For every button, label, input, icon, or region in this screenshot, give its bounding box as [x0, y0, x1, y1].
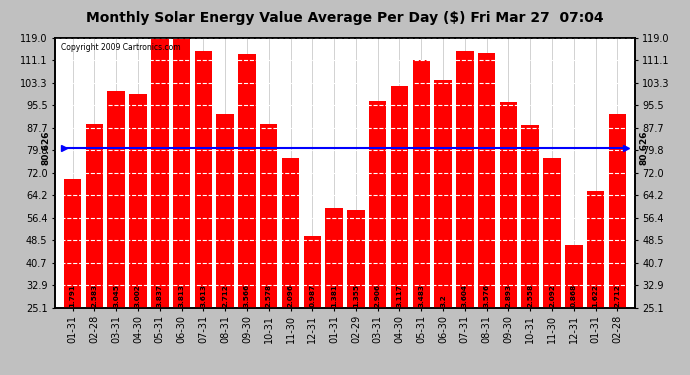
Text: 1.381: 1.381: [331, 284, 337, 307]
Text: 3.604: 3.604: [462, 284, 468, 307]
Text: 2.906: 2.906: [375, 284, 381, 307]
Text: 2.893: 2.893: [505, 284, 511, 307]
Text: 0.868: 0.868: [571, 284, 577, 307]
Bar: [413, 60, 430, 308]
Bar: [238, 54, 256, 307]
Bar: [64, 180, 81, 308]
Text: 1.355: 1.355: [353, 284, 359, 307]
Bar: [217, 114, 234, 308]
Text: Copyright 2009 Cartronics.com: Copyright 2009 Cartronics.com: [61, 43, 181, 52]
Text: 3.002: 3.002: [135, 284, 141, 307]
Text: 3.837: 3.837: [157, 284, 163, 307]
Text: 3.813: 3.813: [179, 284, 185, 307]
Text: 2.583: 2.583: [91, 284, 97, 307]
Bar: [151, 35, 168, 308]
Text: 1.622: 1.622: [593, 284, 599, 307]
Bar: [129, 94, 147, 308]
Bar: [565, 244, 582, 308]
Bar: [260, 124, 277, 308]
Bar: [478, 53, 495, 307]
Bar: [108, 91, 125, 308]
Text: 2.578: 2.578: [266, 284, 272, 307]
Text: 3.2: 3.2: [440, 294, 446, 307]
Text: 3.613: 3.613: [200, 284, 206, 307]
Bar: [326, 209, 343, 308]
Text: 3.576: 3.576: [484, 284, 490, 307]
Bar: [304, 236, 321, 308]
Text: 2.712: 2.712: [614, 284, 620, 307]
Bar: [587, 191, 604, 308]
Bar: [522, 125, 539, 308]
Bar: [195, 51, 212, 308]
Text: 80.626: 80.626: [639, 130, 648, 165]
Text: 3.045: 3.045: [113, 284, 119, 307]
Text: 0.987: 0.987: [309, 284, 315, 307]
Text: 2.096: 2.096: [288, 284, 293, 307]
Bar: [347, 210, 364, 308]
Bar: [609, 114, 626, 308]
Bar: [434, 80, 452, 308]
Bar: [500, 102, 517, 308]
Text: 3.566: 3.566: [244, 284, 250, 307]
Bar: [86, 123, 103, 308]
Text: 80.626: 80.626: [42, 130, 51, 165]
Bar: [173, 37, 190, 308]
Bar: [369, 100, 386, 308]
Text: 3.117: 3.117: [397, 284, 402, 307]
Text: 1.791: 1.791: [70, 284, 76, 307]
Bar: [543, 158, 561, 308]
Text: 2.558: 2.558: [527, 284, 533, 307]
Text: 2.092: 2.092: [549, 284, 555, 307]
Bar: [391, 86, 408, 308]
Bar: [456, 51, 473, 308]
Text: 2.712: 2.712: [222, 284, 228, 307]
Text: Monthly Solar Energy Value Average Per Day ($) Fri Mar 27  07:04: Monthly Solar Energy Value Average Per D…: [86, 11, 604, 25]
Text: 3.483: 3.483: [418, 284, 424, 307]
Bar: [282, 158, 299, 308]
